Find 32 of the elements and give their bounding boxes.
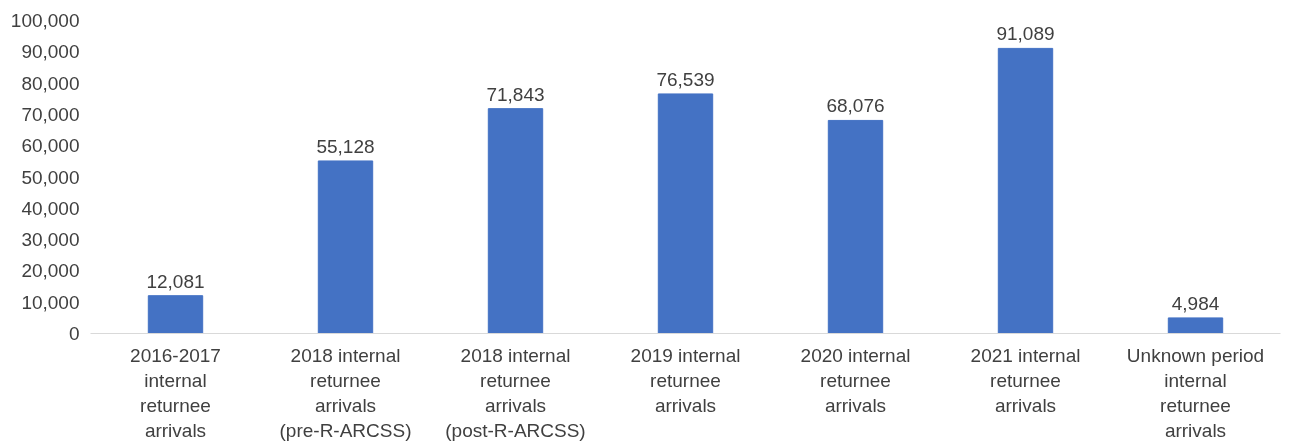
bar <box>1167 317 1224 334</box>
y-tick-label: 50,000 <box>21 166 80 188</box>
bar <box>657 93 714 334</box>
x-tick-label: 2018 internal returnee arrivals (post-R-ARCSS) <box>445 344 586 442</box>
data-label: 71,843 <box>486 83 545 105</box>
y-tick-label: 30,000 <box>21 229 80 251</box>
x-tick-label: 2020 internal returnee arrivals <box>800 344 911 416</box>
data-label: 91,089 <box>996 23 1055 45</box>
x-tick-label: 2019 internal returnee arrivals <box>630 344 741 416</box>
y-tick-label: 90,000 <box>21 41 80 63</box>
bar <box>487 108 544 334</box>
x-tick-label: 2016-2017 internal returnee arrivals <box>130 344 221 442</box>
x-tick-label: Unknown period internal returnee arrivals <box>1126 344 1265 442</box>
y-tick-label: 0 <box>68 323 80 344</box>
data-label: 55,128 <box>316 135 375 157</box>
data-label: 12,081 <box>146 270 205 292</box>
y-tick-label: 80,000 <box>21 72 80 94</box>
data-label: 76,539 <box>656 68 715 90</box>
data-label: 4,984 <box>1171 292 1220 314</box>
y-tick-label: 20,000 <box>21 260 80 282</box>
y-tick-label: 10,000 <box>21 291 80 313</box>
bar <box>827 119 884 334</box>
data-label: 68,076 <box>826 95 885 117</box>
bar <box>997 47 1054 334</box>
x-tick-label: 2018 internal returnee arrivals (pre-R-ARCSS) <box>279 344 412 442</box>
y-tick-label: 60,000 <box>21 135 80 157</box>
bar <box>317 160 374 334</box>
x-tick-label: 2021 internal returnee arrivals <box>970 344 1081 416</box>
bar <box>147 295 204 334</box>
y-tick-label: 40,000 <box>21 197 80 219</box>
y-tick-label: 100,000 <box>10 10 80 31</box>
y-tick-label: 70,000 <box>21 103 80 125</box>
